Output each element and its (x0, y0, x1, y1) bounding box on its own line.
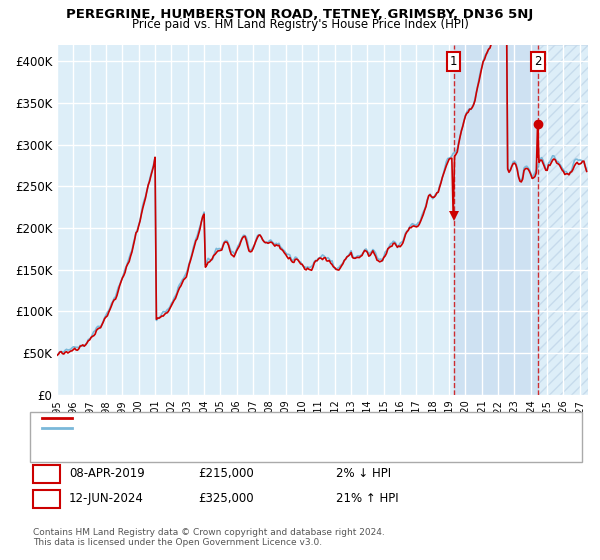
Text: 1: 1 (450, 55, 457, 68)
Text: £215,000: £215,000 (198, 466, 254, 480)
Text: HPI: Average price, detached house, East Lindsey: HPI: Average price, detached house, East… (75, 423, 334, 433)
Text: 08-APR-2019: 08-APR-2019 (69, 466, 145, 480)
Text: 2: 2 (43, 492, 50, 505)
Text: Price paid vs. HM Land Registry's House Price Index (HPI): Price paid vs. HM Land Registry's House … (131, 18, 469, 31)
Text: 2% ↓ HPI: 2% ↓ HPI (336, 466, 391, 480)
Bar (454, 45, 538, 395)
Text: £325,000: £325,000 (198, 492, 254, 505)
Text: Contains HM Land Registry data © Crown copyright and database right 2024.
This d: Contains HM Land Registry data © Crown c… (33, 528, 385, 548)
Text: 21% ↑ HPI: 21% ↑ HPI (336, 492, 398, 505)
Text: 1: 1 (43, 466, 50, 480)
Bar (538, 45, 588, 395)
Text: 12-JUN-2024: 12-JUN-2024 (69, 492, 144, 505)
Text: PEREGRINE, HUMBERSTON ROAD, TETNEY, GRIMSBY, DN36 5NJ: PEREGRINE, HUMBERSTON ROAD, TETNEY, GRIM… (67, 8, 533, 21)
Text: 2: 2 (535, 55, 542, 68)
Text: PEREGRINE, HUMBERSTON ROAD, TETNEY, GRIMSBY, DN36 5NJ (detached house): PEREGRINE, HUMBERSTON ROAD, TETNEY, GRIM… (75, 413, 498, 423)
